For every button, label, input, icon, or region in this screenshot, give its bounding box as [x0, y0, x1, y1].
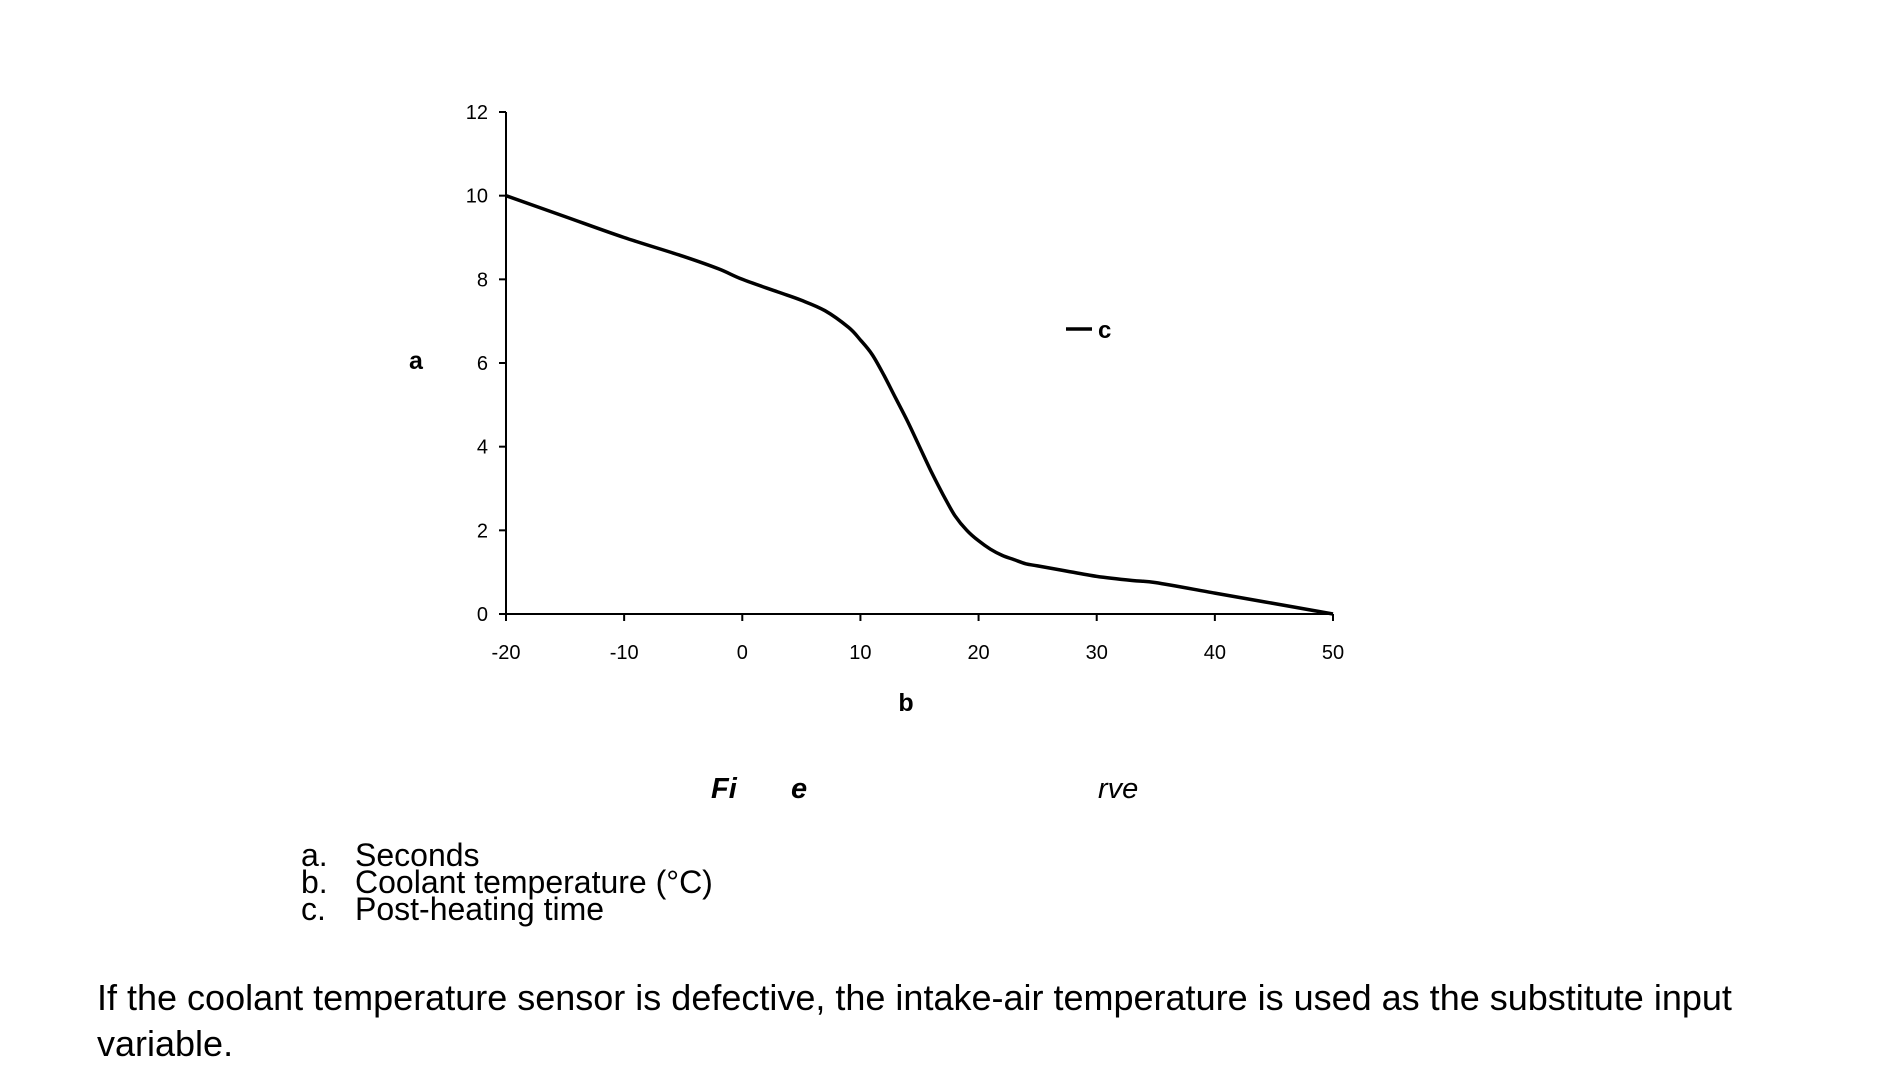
chart-series [505, 194, 1334, 616]
legend-text: Post-heating time [355, 891, 605, 927]
legend-text: Coolant temperature (°C) [355, 864, 713, 900]
y-axis-label: a [409, 347, 424, 375]
y-tick-label: 12 [466, 102, 488, 124]
legend-letter: b. [301, 864, 328, 900]
x-tick-label: -20 [492, 642, 521, 664]
y-tick-label: 0 [477, 604, 488, 626]
legend-list-item: a. Seconds [301, 837, 713, 873]
figure-caption-part-1: Fi [711, 773, 737, 805]
legend-entry-label: c [1098, 317, 1111, 344]
x-tick-label: 30 [1086, 642, 1108, 664]
x-tick-label: 40 [1204, 642, 1226, 664]
legend-text: Seconds [355, 837, 480, 873]
legend-list-item: b. Coolant temperature (°C) [301, 864, 713, 900]
x-tick-label: 50 [1322, 642, 1344, 664]
y-tick-label: 6 [477, 353, 488, 375]
y-tick-label: 8 [477, 269, 488, 291]
legend-list: a. Seconds b. Coolant temperature (°C) c… [301, 837, 713, 927]
figure-caption-part-3: rve [1098, 773, 1139, 805]
y-tick-label: 2 [477, 520, 488, 542]
legend-letter: a. [301, 837, 328, 873]
x-tick-label: -10 [610, 642, 639, 664]
x-axis-label: b [898, 689, 913, 717]
chart-axis-labels: ab [409, 347, 914, 717]
legend-letter: c. [301, 891, 326, 927]
chart-axes: 0 2 4 6 8 10 12 -20 -10 0 10 20 30 40 50 [466, 102, 1344, 664]
y-tick-label: 4 [477, 437, 488, 459]
figure-caption-part-2: e [791, 773, 808, 805]
chart-legend: c [1066, 317, 1111, 344]
body-paragraph: If the coolant temperature sensor is def… [97, 977, 1732, 1064]
x-tick-label: 20 [967, 642, 989, 664]
y-tick-label: 10 [466, 186, 488, 208]
series-line-c [505, 194, 1334, 616]
x-tick-label: 10 [849, 642, 871, 664]
legend-list-item: c. Post-heating time [301, 891, 713, 927]
x-tick-label: 0 [737, 642, 748, 664]
